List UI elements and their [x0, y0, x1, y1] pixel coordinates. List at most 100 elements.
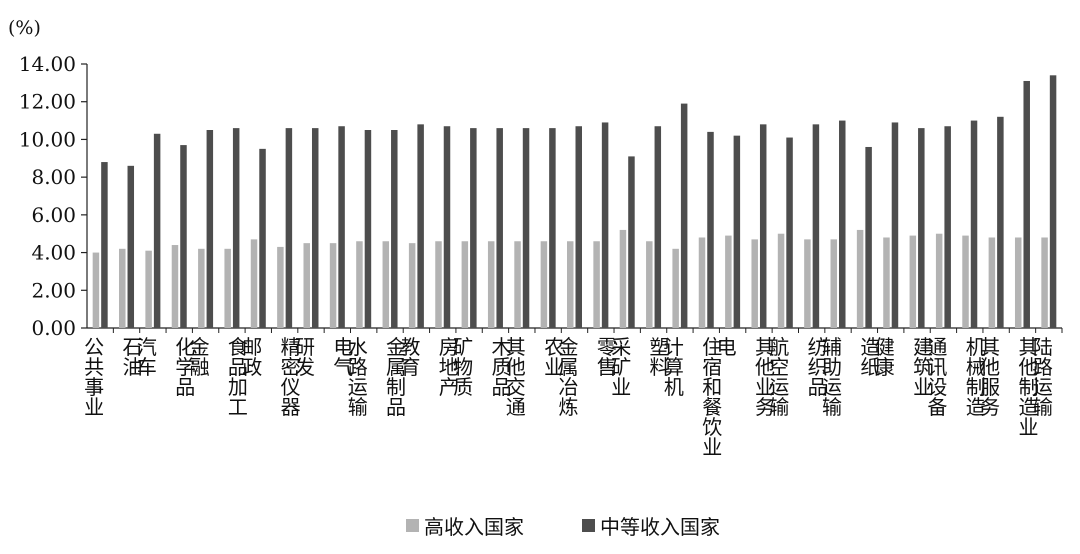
bar-middle-income: [680, 103, 688, 328]
x-category-label: 化学品: [175, 335, 195, 399]
bar-middle-income: [443, 126, 451, 328]
y-tick-label: 6.00: [31, 203, 76, 227]
y-tick-label: 10.00: [19, 127, 76, 151]
bar-middle-income: [153, 133, 161, 328]
x-category-label: 建筑业: [913, 335, 933, 399]
bar-high-income: [540, 241, 548, 328]
bar-high-income: [619, 229, 627, 328]
x-category-label: 健康: [875, 335, 895, 379]
bar-middle-income: [549, 128, 556, 328]
bar-high-income: [1014, 237, 1022, 328]
x-category-label: 金属制品: [386, 335, 406, 419]
x-category-label: 航空运输: [769, 335, 789, 419]
bar-high-income: [119, 248, 126, 328]
bar-middle-income: [180, 145, 187, 328]
y-tick-label: 8.00: [31, 165, 76, 189]
legend-swatch-middle-income: [582, 519, 595, 532]
bar-middle-income: [1023, 80, 1030, 328]
bar-middle-income: [944, 126, 951, 328]
y-tick-label: 2.00: [31, 278, 76, 302]
x-category-label: 汽车: [137, 335, 157, 379]
bar-high-income: [303, 243, 310, 328]
bar-high-income: [92, 252, 100, 328]
bar-high-income: [277, 246, 284, 328]
bar-high-income: [725, 235, 732, 328]
x-category-label: 计算机: [664, 335, 684, 399]
bar-high-income: [461, 241, 469, 328]
bar-middle-income: [970, 120, 978, 328]
bar-middle-income: [127, 165, 135, 328]
bar-high-income: [672, 248, 679, 328]
bar-high-income: [593, 241, 600, 328]
y-tick-label: 0.00: [31, 316, 76, 340]
x-category-label: 食品加工: [228, 335, 248, 419]
x-category-label: 其他制造业: [1018, 335, 1038, 439]
bar-middle-income: [628, 156, 635, 328]
x-category-label: 陆路运输: [1033, 335, 1053, 419]
bar-middle-income: [575, 126, 582, 328]
x-category-label: 研发: [295, 335, 315, 379]
x-category-label: 电气: [333, 335, 353, 379]
x-category-label: 邮政: [242, 335, 262, 379]
x-category-label: 水路运输: [348, 335, 368, 419]
bar-high-income: [751, 239, 758, 328]
bar-middle-income: [522, 128, 530, 328]
bar-high-income: [171, 245, 179, 328]
bar-high-income: [830, 239, 838, 328]
bar-middle-income: [786, 137, 793, 328]
bar-high-income: [646, 241, 653, 328]
x-category-label: 金属冶炼: [559, 335, 579, 419]
bar-middle-income: [206, 130, 214, 328]
bar-high-income: [356, 241, 363, 328]
bar-high-income: [988, 237, 996, 328]
bar-middle-income: [259, 148, 266, 328]
x-category-label: 通讯设备: [927, 335, 947, 419]
x-category-label: 机械制造: [966, 335, 986, 419]
bar-middle-income: [707, 131, 714, 328]
bar-high-income: [962, 235, 969, 328]
legend-label-middle-income: 中等收入国家: [600, 515, 720, 539]
y-axis: 0.00 2.00 4.00 6.00 8.00 10.00 12.00 14.00: [19, 52, 1062, 340]
bar-high-income: [487, 241, 495, 328]
x-category-label: 木质品: [491, 335, 511, 399]
bar-high-income: [883, 237, 890, 328]
x-category-label: 电: [717, 335, 737, 359]
bar-high-income: [435, 241, 442, 328]
x-category-label: 其他交通: [506, 335, 526, 419]
bar-middle-income: [311, 128, 319, 328]
x-category-label: 公共事业: [84, 335, 104, 419]
bar-middle-income: [364, 130, 372, 328]
x-category-label: 教育: [400, 335, 420, 379]
y-axis-unit-label: (%): [8, 17, 41, 39]
x-category-label: 其他服务: [980, 335, 1000, 419]
bar-middle-income: [496, 128, 503, 328]
bar-high-income: [567, 241, 574, 328]
bar-high-income: [408, 243, 416, 328]
x-category-label: 矿物质: [453, 335, 473, 399]
x-category-label: 塑料: [650, 335, 670, 379]
bar-middle-income: [918, 128, 925, 328]
x-category-label: 金融: [190, 335, 210, 379]
bar-middle-income: [733, 135, 741, 328]
bar-high-income: [698, 237, 706, 328]
x-category-label: 农业: [544, 335, 564, 379]
y-tick-label: 14.00: [19, 52, 76, 76]
bar-high-income: [382, 241, 390, 328]
bar-middle-income: [891, 122, 899, 328]
legend-label-high-income: 高收入国家: [424, 515, 524, 539]
bar-middle-income: [839, 120, 846, 328]
bar-middle-income: [232, 128, 240, 328]
bar-high-income: [804, 239, 811, 328]
bar-high-income: [514, 241, 521, 328]
bar-middle-income: [812, 124, 820, 328]
legend: 高收入国家 中等收入国家: [406, 515, 720, 539]
bar-high-income: [329, 243, 337, 328]
bar-high-income: [250, 239, 258, 328]
x-axis-labels: 公共事业石油汽车化学品金融食品加工邮政精密仪器研发电气水路运输金属制品教育房地产…: [84, 328, 1063, 459]
x-category-label: 住宿和餐饮业: [702, 335, 722, 459]
bar-series-group: [92, 75, 1057, 328]
bar-middle-income: [759, 124, 767, 328]
bar-middle-income: [1049, 75, 1057, 328]
bar-middle-income: [654, 126, 662, 328]
